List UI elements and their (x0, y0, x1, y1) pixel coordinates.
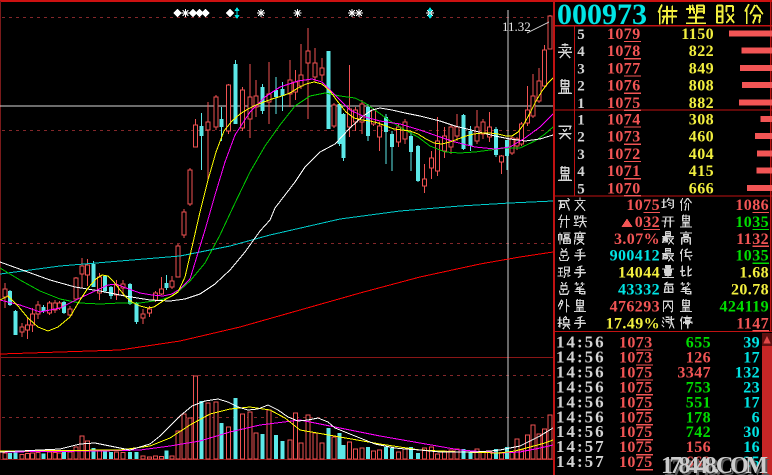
svg-text:849: 849 (689, 60, 714, 77)
svg-text:14:56: 14:56 (556, 392, 606, 411)
svg-text:663: 663 (686, 454, 711, 471)
svg-text:1150: 1150 (681, 26, 714, 43)
svg-text:4: 4 (577, 164, 585, 180)
svg-text:43332: 43332 (618, 282, 660, 299)
svg-text:1075: 1075 (619, 409, 653, 426)
svg-text:882: 882 (689, 95, 714, 112)
svg-text:4: 4 (577, 44, 585, 60)
svg-text:742: 742 (686, 424, 711, 441)
svg-text:14:56: 14:56 (556, 407, 606, 426)
svg-text:16: 16 (743, 439, 760, 456)
svg-text:3: 3 (577, 61, 585, 77)
svg-text:178448.COM: 178448.COM (663, 455, 770, 475)
svg-text:1086: 1086 (735, 197, 769, 214)
svg-text:14:56: 14:56 (556, 377, 606, 396)
svg-text:1035: 1035 (735, 214, 769, 231)
svg-text:156: 156 (686, 439, 711, 456)
svg-text:1076: 1076 (607, 78, 641, 95)
svg-text:1073: 1073 (607, 129, 641, 146)
svg-text:1070: 1070 (607, 180, 641, 197)
svg-text:5: 5 (577, 181, 585, 197)
svg-text:424119: 424119 (719, 298, 769, 315)
svg-text:23: 23 (743, 379, 760, 396)
svg-text:000973: 000973 (557, 0, 647, 31)
svg-text:126: 126 (686, 349, 711, 366)
svg-text:032: 032 (635, 214, 660, 231)
svg-text:14044: 14044 (618, 265, 660, 282)
svg-text:14:57: 14:57 (556, 437, 606, 456)
svg-text:1035: 1035 (735, 248, 769, 265)
svg-text:2: 2 (577, 79, 585, 95)
svg-text:808: 808 (689, 78, 714, 95)
svg-text:14:56: 14:56 (556, 422, 606, 441)
svg-text:1078: 1078 (607, 43, 641, 60)
svg-text:17: 17 (743, 349, 760, 366)
svg-text:1071: 1071 (607, 163, 641, 180)
svg-text:822: 822 (689, 43, 714, 60)
svg-text:3: 3 (577, 147, 585, 163)
svg-text:132: 132 (735, 364, 760, 381)
svg-text:415: 415 (689, 163, 714, 180)
svg-text:460: 460 (689, 129, 714, 146)
svg-text:3.07%: 3.07% (614, 231, 660, 248)
svg-text:1075: 1075 (619, 424, 653, 441)
svg-text:1.68: 1.68 (739, 265, 769, 282)
svg-text:2: 2 (577, 130, 585, 146)
svg-text:1: 1 (577, 113, 585, 129)
svg-text:1075: 1075 (626, 197, 660, 214)
svg-text:1075: 1075 (607, 95, 641, 112)
svg-text:404: 404 (689, 146, 714, 163)
svg-text:17: 17 (743, 394, 760, 411)
svg-text:1074: 1074 (607, 112, 641, 129)
svg-text:1075: 1075 (619, 439, 653, 456)
svg-text:1075: 1075 (619, 379, 653, 396)
svg-text:753: 753 (686, 379, 711, 396)
svg-text:11.32: 11.32 (502, 19, 531, 34)
svg-text:20.78: 20.78 (731, 282, 769, 299)
svg-text:1: 1 (577, 96, 585, 112)
svg-text:14:56: 14:56 (556, 362, 606, 381)
svg-text:900412: 900412 (610, 248, 660, 265)
svg-text:1077: 1077 (607, 60, 641, 77)
svg-text:1079: 1079 (607, 26, 641, 43)
svg-text:551: 551 (686, 394, 711, 411)
svg-text:1073: 1073 (619, 335, 653, 352)
svg-text:30: 30 (743, 424, 760, 441)
svg-text:666: 666 (689, 180, 714, 197)
svg-text:1075: 1075 (619, 364, 653, 381)
svg-text:178: 178 (686, 409, 711, 426)
svg-text:308: 308 (689, 112, 714, 129)
svg-text:39: 39 (743, 335, 760, 352)
svg-text:14:56: 14:56 (556, 347, 606, 366)
svg-text:178448.COM: 178448.COM (661, 453, 768, 475)
svg-text:6: 6 (752, 409, 760, 426)
svg-text:476293: 476293 (610, 298, 660, 315)
svg-text:1132: 1132 (736, 231, 769, 248)
svg-text:655: 655 (686, 335, 711, 352)
svg-text:1073: 1073 (619, 349, 653, 366)
svg-text:25: 25 (743, 454, 760, 471)
svg-text:1147: 1147 (736, 315, 769, 332)
svg-text:3347: 3347 (677, 364, 711, 381)
svg-text:1075: 1075 (619, 394, 653, 411)
svg-text:1072: 1072 (607, 146, 641, 163)
svg-text:1075: 1075 (619, 454, 653, 471)
svg-text:14:56: 14:56 (556, 333, 606, 352)
svg-text:17.49%: 17.49% (606, 315, 660, 332)
svg-text:5: 5 (577, 27, 585, 43)
svg-text:14:57: 14:57 (556, 452, 606, 471)
